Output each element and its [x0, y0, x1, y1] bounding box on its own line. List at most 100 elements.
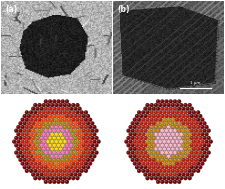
Circle shape	[74, 129, 75, 131]
Circle shape	[167, 155, 169, 156]
Circle shape	[173, 151, 177, 155]
Circle shape	[193, 111, 194, 112]
Circle shape	[62, 129, 63, 131]
Circle shape	[182, 159, 183, 160]
Circle shape	[57, 100, 58, 101]
Circle shape	[40, 143, 44, 147]
Circle shape	[83, 166, 84, 167]
Circle shape	[50, 125, 54, 129]
Circle shape	[142, 162, 143, 164]
Circle shape	[47, 119, 48, 120]
Circle shape	[90, 158, 94, 162]
Circle shape	[178, 159, 179, 160]
Circle shape	[164, 165, 169, 169]
Circle shape	[45, 144, 46, 145]
Circle shape	[63, 118, 67, 122]
Circle shape	[54, 118, 58, 122]
Circle shape	[156, 180, 160, 184]
Circle shape	[63, 147, 67, 151]
Circle shape	[179, 162, 183, 166]
Circle shape	[165, 144, 166, 145]
Circle shape	[52, 129, 56, 133]
Circle shape	[76, 170, 78, 171]
Circle shape	[86, 136, 90, 140]
Circle shape	[36, 173, 39, 177]
Circle shape	[62, 181, 63, 182]
Circle shape	[154, 103, 158, 107]
Circle shape	[153, 159, 154, 160]
Circle shape	[79, 122, 80, 123]
Circle shape	[29, 125, 33, 129]
Circle shape	[74, 137, 75, 138]
Circle shape	[43, 133, 44, 134]
Circle shape	[19, 122, 21, 123]
Circle shape	[93, 155, 94, 156]
Circle shape	[154, 110, 158, 114]
Circle shape	[70, 144, 71, 145]
Circle shape	[74, 159, 75, 160]
Circle shape	[72, 162, 73, 164]
Circle shape	[34, 148, 35, 149]
Circle shape	[148, 129, 152, 133]
Circle shape	[21, 155, 23, 156]
Circle shape	[65, 121, 69, 125]
Circle shape	[64, 162, 65, 164]
Circle shape	[191, 144, 192, 145]
Circle shape	[138, 162, 139, 164]
Circle shape	[184, 111, 186, 112]
Circle shape	[68, 104, 69, 105]
Circle shape	[177, 114, 181, 118]
Circle shape	[141, 162, 145, 166]
Circle shape	[196, 147, 200, 151]
Circle shape	[151, 177, 152, 178]
Circle shape	[126, 136, 130, 140]
Circle shape	[159, 155, 160, 156]
Circle shape	[181, 129, 185, 133]
Circle shape	[146, 170, 148, 171]
Circle shape	[187, 159, 188, 160]
Circle shape	[56, 151, 61, 155]
Circle shape	[176, 162, 177, 164]
Circle shape	[165, 129, 166, 131]
Circle shape	[134, 133, 135, 134]
Circle shape	[184, 170, 186, 171]
Circle shape	[92, 154, 96, 158]
Circle shape	[158, 118, 162, 122]
Circle shape	[164, 151, 169, 155]
Circle shape	[141, 132, 145, 136]
Circle shape	[182, 173, 183, 175]
Circle shape	[175, 132, 179, 136]
Circle shape	[170, 115, 171, 116]
Circle shape	[53, 137, 54, 138]
Circle shape	[83, 137, 84, 138]
Circle shape	[78, 151, 81, 155]
Circle shape	[67, 125, 71, 129]
Circle shape	[197, 148, 198, 149]
Circle shape	[23, 165, 27, 169]
Circle shape	[184, 125, 187, 129]
Circle shape	[92, 140, 96, 144]
Text: 1 μm: 1 μm	[190, 81, 200, 84]
Circle shape	[190, 107, 194, 111]
Circle shape	[27, 165, 31, 169]
Circle shape	[94, 143, 99, 147]
Circle shape	[153, 173, 154, 175]
Circle shape	[95, 137, 97, 138]
Circle shape	[21, 119, 23, 120]
Circle shape	[36, 137, 38, 138]
Circle shape	[202, 129, 206, 133]
Circle shape	[134, 155, 135, 156]
Circle shape	[193, 140, 194, 142]
Circle shape	[54, 162, 58, 166]
Circle shape	[192, 154, 196, 158]
Circle shape	[156, 151, 160, 155]
Circle shape	[54, 140, 58, 144]
Circle shape	[148, 114, 152, 118]
Circle shape	[139, 114, 143, 118]
Circle shape	[92, 125, 96, 129]
Circle shape	[53, 122, 54, 123]
Circle shape	[67, 162, 71, 166]
Circle shape	[30, 140, 31, 142]
Circle shape	[184, 155, 186, 156]
Circle shape	[133, 125, 137, 129]
